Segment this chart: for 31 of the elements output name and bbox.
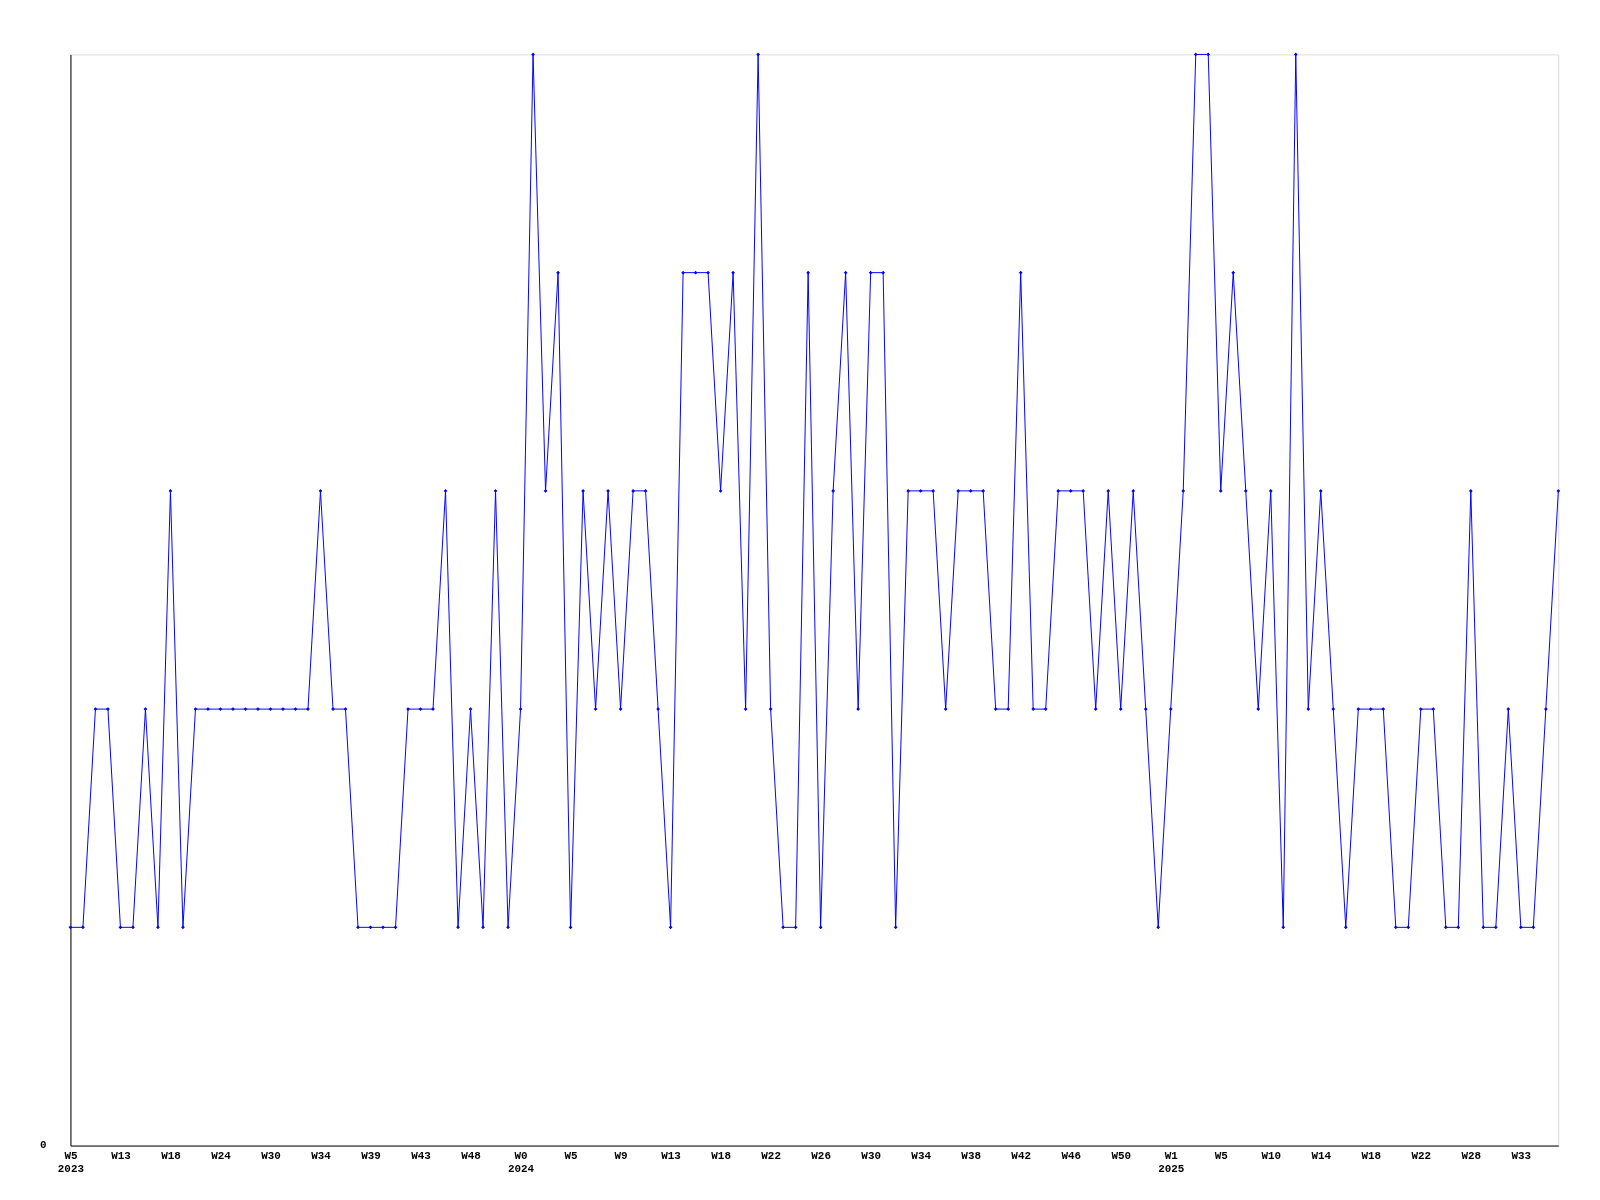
x-tick-label: W28: [1461, 1149, 1482, 1162]
x-tick-label: W22: [1411, 1149, 1432, 1162]
x-tick-label: W9: [614, 1149, 628, 1162]
x-tick-label: W5: [1214, 1149, 1228, 1162]
x-tick-label: W33: [1511, 1149, 1532, 1162]
x-tick-label: W13: [111, 1149, 131, 1162]
x-tick-label: W13: [661, 1149, 681, 1162]
x-tick-label: W14: [1311, 1149, 1332, 1162]
x-tick-label: W26: [811, 1149, 831, 1162]
x-tick-label: W18: [161, 1149, 181, 1162]
x-tick-label: W5 2023: [57, 1149, 85, 1175]
x-tick-label: W39: [361, 1149, 381, 1162]
x-tick-label: W22: [761, 1149, 781, 1162]
x-tick-label: W5: [564, 1149, 578, 1162]
x-tick-label: W10: [1261, 1149, 1282, 1162]
text: 0: [40, 1138, 47, 1151]
x-tick-label: W34: [311, 1149, 332, 1162]
x-tick-label: W46: [1061, 1149, 1082, 1162]
x-tick-label: W38: [961, 1149, 981, 1162]
x-tick-label: W42: [1011, 1149, 1032, 1162]
x-tick-label: W50: [1111, 1149, 1132, 1162]
x-tick-label: W18: [1361, 1149, 1382, 1162]
x-tick-label: W43: [411, 1149, 431, 1162]
x-tick-label: W0 2024: [507, 1149, 535, 1175]
x-tick-label: W24: [211, 1149, 232, 1162]
x-tick-label: W18: [711, 1149, 731, 1162]
x-tick-label: W30: [861, 1149, 881, 1162]
x-tick-label: W1 2025: [1158, 1149, 1185, 1175]
x-tick-label: W34: [911, 1149, 932, 1162]
x-tick-label: W48: [461, 1149, 481, 1162]
x-tick-label: W30: [261, 1149, 281, 1162]
